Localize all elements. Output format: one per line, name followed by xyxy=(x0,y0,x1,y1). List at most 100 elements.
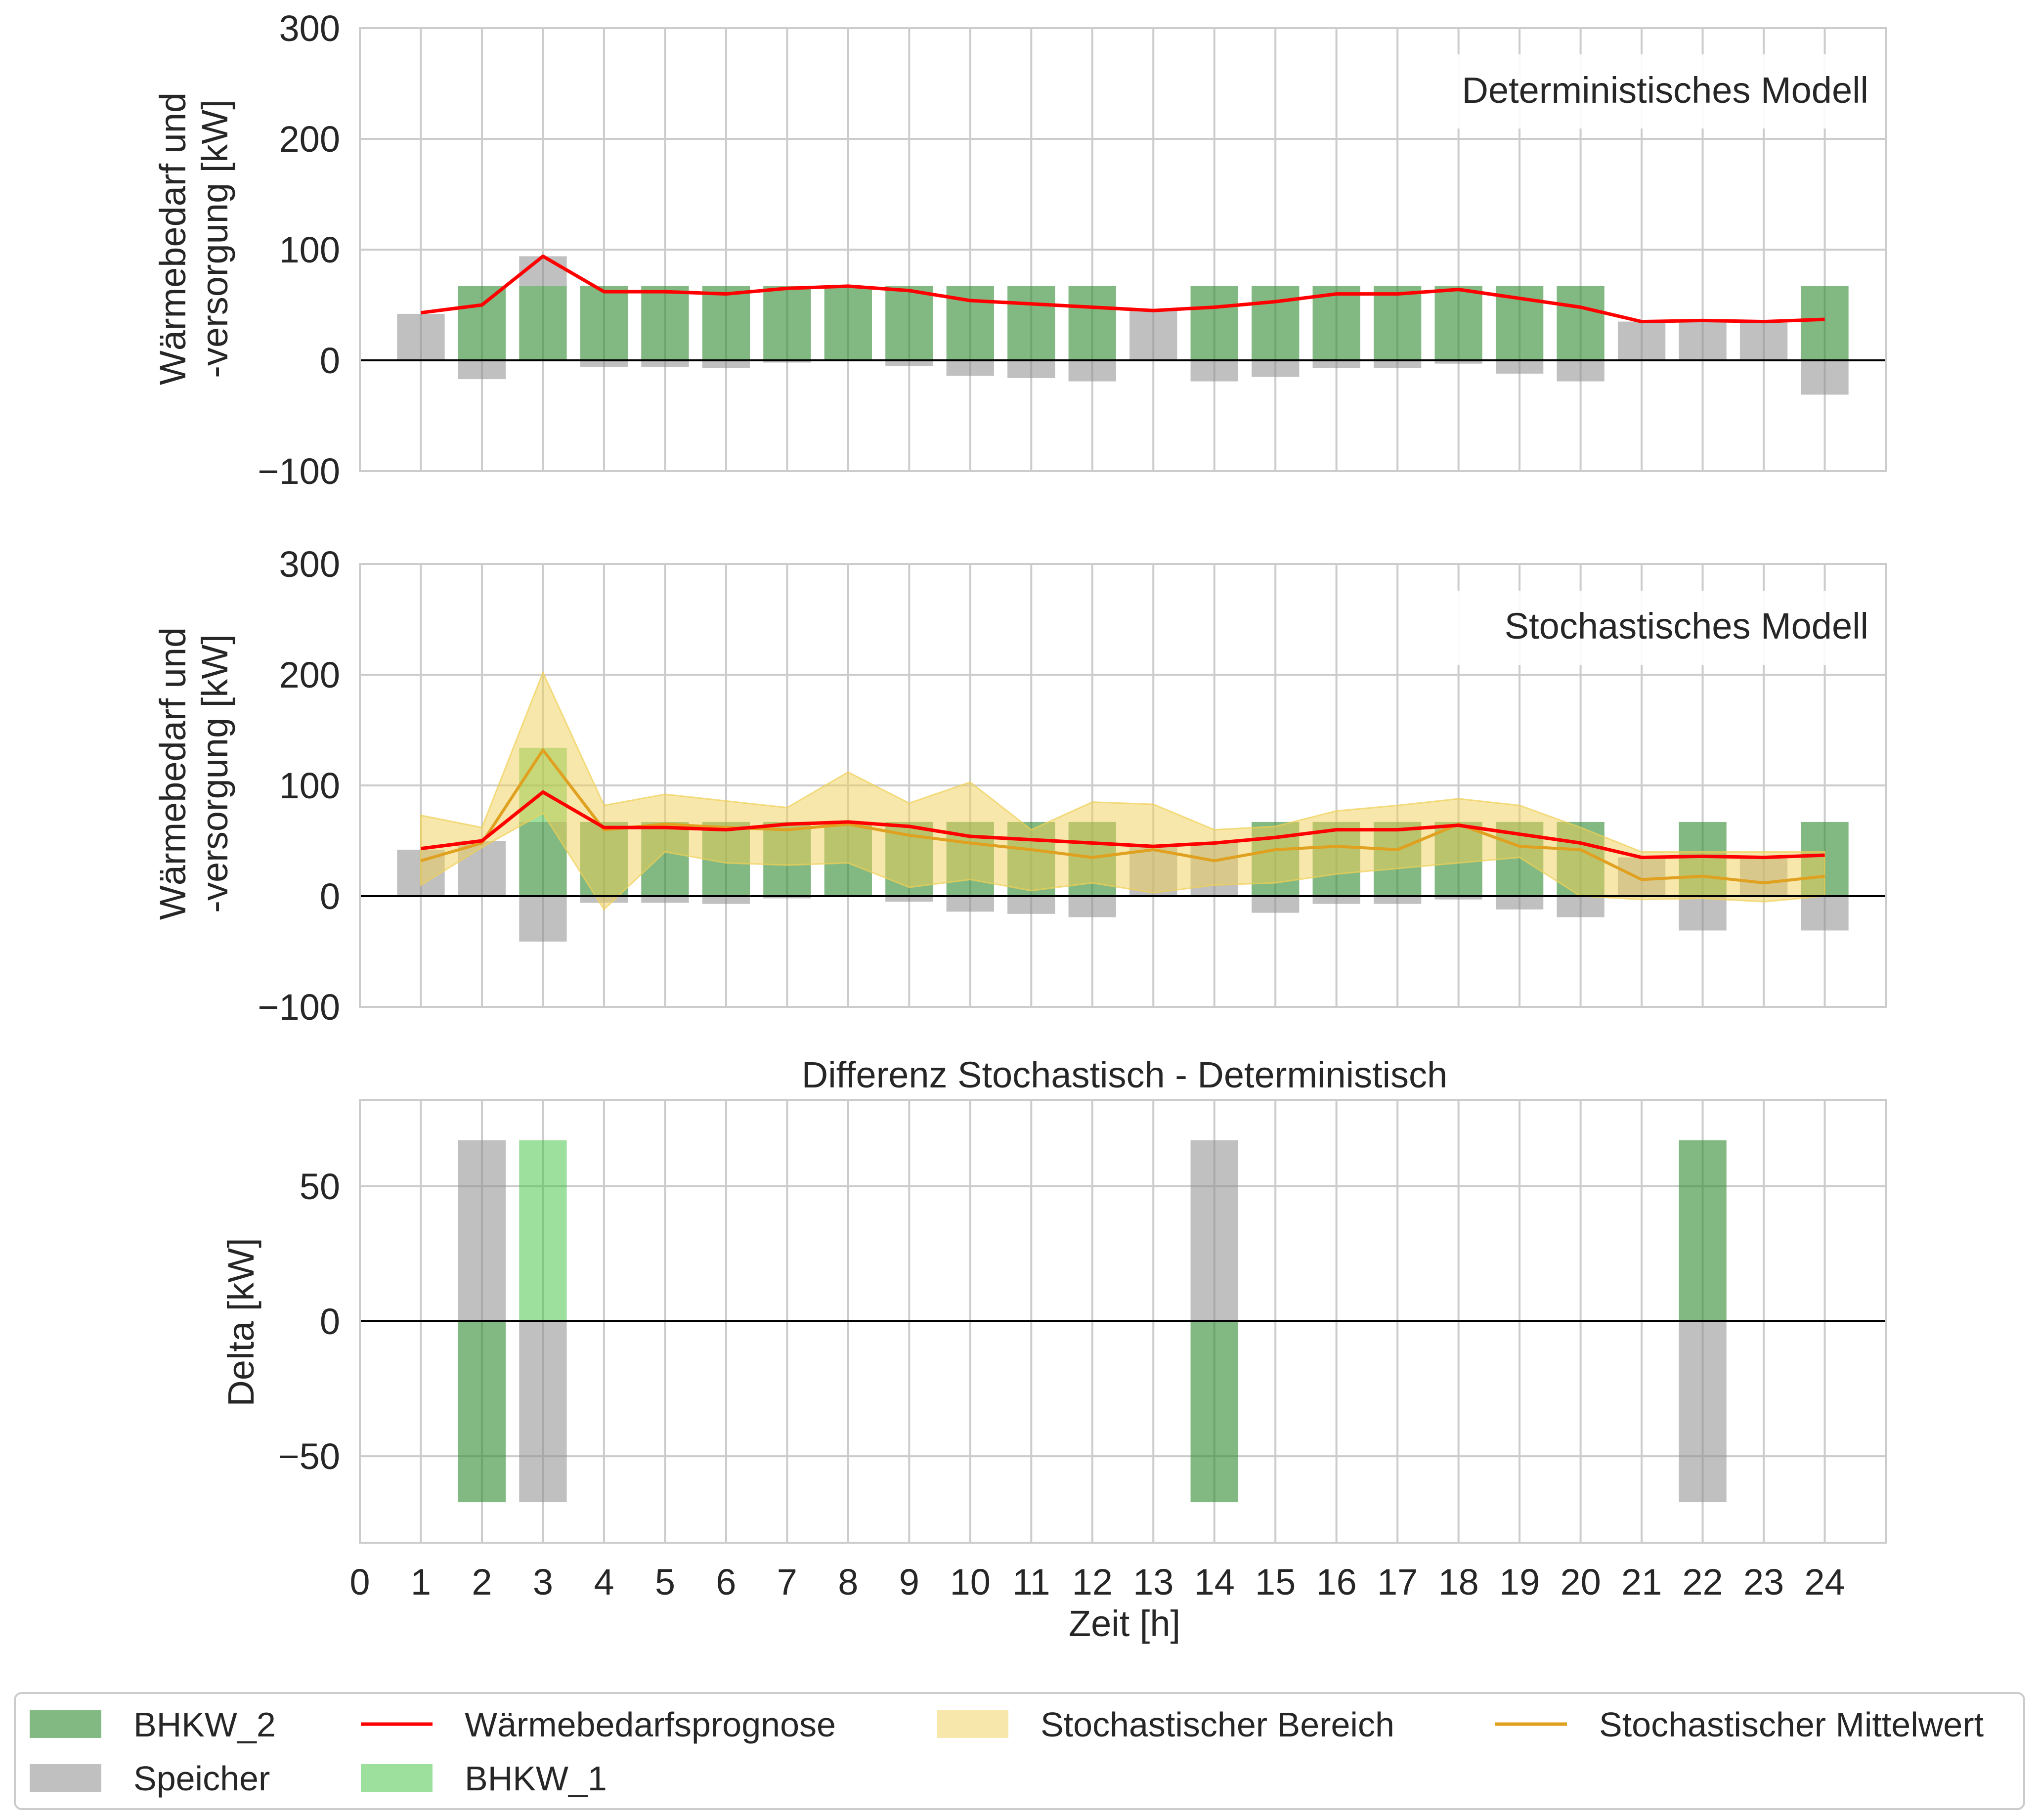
lines xyxy=(420,748,1825,885)
bar-speicher xyxy=(519,1321,567,1503)
panel-annotation: Deterministisches Modell xyxy=(1462,70,1869,111)
bar-bhkw-2 xyxy=(763,286,811,360)
panel-stochastic: −100 0 100 200 300 Stochastisches Modell Wär… xyxy=(152,544,1887,1028)
y-axis-label-line1: Wärmebedarf und xyxy=(152,627,193,920)
panel-annotation: Stochastisches Modell xyxy=(1505,606,1868,647)
legend-item: Stochastischer Bereich xyxy=(937,1705,1394,1744)
bar-bhkw-2 xyxy=(1190,286,1238,360)
bar-speicher xyxy=(946,360,994,376)
bar-speicher xyxy=(1007,896,1055,914)
bar-speicher xyxy=(1374,896,1422,904)
y-tick-label: −100 xyxy=(258,987,340,1028)
legend-label: Stochastischer Mittelwert xyxy=(1599,1705,1984,1744)
bar-speicher xyxy=(763,896,811,899)
bar-bhkw-2 xyxy=(1190,1321,1238,1503)
bar-speicher xyxy=(580,360,628,367)
legend-label: Stochastischer Bereich xyxy=(1041,1705,1394,1744)
x-tick-label: 14 xyxy=(1194,1561,1235,1603)
legend-swatch xyxy=(361,1764,433,1792)
legend-item: Stochastischer Mittelwert xyxy=(1495,1705,1984,1744)
x-tick-label: 17 xyxy=(1377,1561,1418,1603)
y-axis-label-line2: -versorgung [kW] xyxy=(194,634,235,912)
x-tick-label: 5 xyxy=(655,1561,675,1603)
x-tick-label: 6 xyxy=(716,1561,736,1603)
bar-bhkw-2 xyxy=(1374,286,1422,360)
x-tick-labels: 0 1 2 3 4 5 6 7 8 9 10 11 12 13 14 15 16 17 18 19 20 21 22 23 24 xyxy=(349,1561,1845,1603)
bar-bhkw-2 xyxy=(1801,286,1849,360)
bar-bhkw-2 xyxy=(458,1321,506,1503)
legend-frame xyxy=(14,1692,2025,1810)
bar-bhkw-2 xyxy=(519,286,567,360)
x-tick-label: 0 xyxy=(349,1561,370,1603)
y-tick-label: 300 xyxy=(279,544,340,585)
x-tick-label: 20 xyxy=(1560,1561,1601,1603)
bar-speicher xyxy=(458,360,506,380)
bars xyxy=(458,1140,1727,1503)
x-tick-label: 16 xyxy=(1316,1561,1357,1603)
bar-speicher xyxy=(1801,896,1849,931)
y-tick-label: −50 xyxy=(278,1436,340,1477)
legend-label: BHKW_2 xyxy=(133,1705,276,1744)
legend-items: BHKW_2 Wärmebedarfsprognose Stochastischer… xyxy=(30,1705,1984,1798)
bar-speicher xyxy=(1252,360,1300,377)
y-tick-label: 300 xyxy=(279,8,340,49)
y-tick-labels: −50 0 50 xyxy=(278,1166,340,1477)
annotation-box xyxy=(1457,591,1873,665)
x-tick-label: 13 xyxy=(1133,1561,1173,1603)
axes-frame xyxy=(359,27,1887,472)
bar-speicher xyxy=(1739,322,1788,360)
bar-speicher xyxy=(885,896,933,902)
x-tick-label: 8 xyxy=(838,1561,858,1603)
bar-speicher xyxy=(1434,896,1482,900)
legend-item: Wärmebedarfsprognose xyxy=(361,1705,836,1744)
bar-bhkw-2 xyxy=(1434,286,1482,360)
x-tick-label: 1 xyxy=(411,1561,431,1603)
bar-speicher xyxy=(1679,1321,1727,1503)
axes-frame xyxy=(359,1099,1887,1544)
bar-speicher xyxy=(1557,896,1605,917)
y-tick-label: −100 xyxy=(258,451,340,492)
bar-speicher xyxy=(458,1140,506,1321)
legend-label: Speicher xyxy=(133,1759,270,1798)
legend-item: BHKW_1 xyxy=(361,1759,607,1798)
bar-speicher xyxy=(1312,360,1360,368)
bar-bhkw-2 xyxy=(1557,286,1605,360)
range-area xyxy=(420,670,1826,911)
bar-bhkw-2 xyxy=(1007,286,1055,360)
bar-speicher xyxy=(1068,896,1116,917)
y-tick-labels: −100 0 100 200 300 xyxy=(258,8,340,492)
bar-speicher xyxy=(1495,896,1544,910)
bar-speicher xyxy=(1129,310,1177,360)
bar-speicher xyxy=(397,313,445,360)
legend-item: Speicher xyxy=(30,1759,270,1798)
bar-speicher xyxy=(519,256,567,286)
y-axis-label: Delta [kW] xyxy=(220,1238,261,1406)
stochastic-range-area xyxy=(420,670,1826,911)
x-tick-label: 2 xyxy=(472,1561,492,1603)
x-tick-label: 11 xyxy=(1012,1561,1050,1603)
y-tick-labels: −100 0 100 200 300 xyxy=(258,544,340,1028)
bar-bhkw-2 xyxy=(1312,286,1360,360)
bar-speicher xyxy=(1495,360,1544,374)
y-tick-label: 200 xyxy=(279,654,340,695)
bar-bhkw-2 xyxy=(824,286,872,360)
x-tick-label: 24 xyxy=(1804,1561,1845,1603)
x-tick-label: 23 xyxy=(1743,1561,1784,1603)
legend-label: BHKW_1 xyxy=(465,1759,607,1798)
axes-border xyxy=(359,27,1887,472)
bar-speicher xyxy=(885,360,933,366)
bar-speicher xyxy=(702,896,750,904)
legend-item: BHKW_2 xyxy=(30,1705,276,1744)
y-tick-label: 0 xyxy=(320,340,340,381)
bar-bhkw-2 xyxy=(458,286,506,360)
bar-bhkw-2 xyxy=(1068,286,1116,360)
bar-bhkw-2 xyxy=(885,286,933,360)
bar-speicher xyxy=(1374,360,1422,368)
legend: BHKW_2 Wärmebedarfsprognose Stochastischer… xyxy=(14,1692,2025,1810)
bar-speicher xyxy=(1679,896,1727,931)
bar-speicher xyxy=(519,896,567,942)
axes-border xyxy=(359,1099,1887,1544)
legend-swatch xyxy=(30,1764,101,1792)
